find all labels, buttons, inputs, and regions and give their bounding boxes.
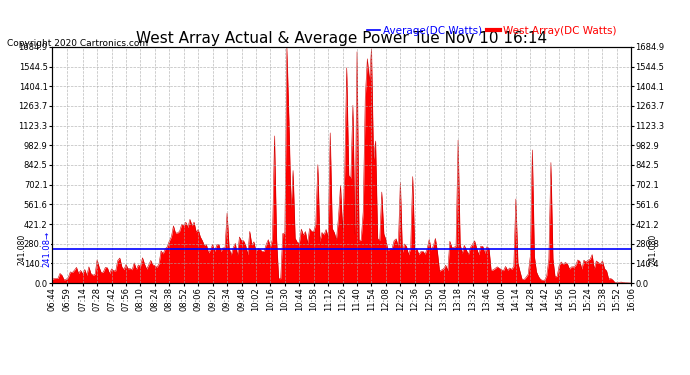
- Legend: Average(DC Watts), West Array(DC Watts): Average(DC Watts), West Array(DC Watts): [363, 21, 620, 40]
- Text: 241.080: 241.080: [18, 234, 27, 265]
- Text: 241.080: 241.080: [648, 234, 657, 265]
- Title: West Array Actual & Average Power Tue Nov 10 16:14: West Array Actual & Average Power Tue No…: [136, 31, 547, 46]
- Text: 241.08→: 241.08→: [42, 231, 51, 267]
- Text: Copyright 2020 Cartronics.com: Copyright 2020 Cartronics.com: [7, 39, 148, 48]
